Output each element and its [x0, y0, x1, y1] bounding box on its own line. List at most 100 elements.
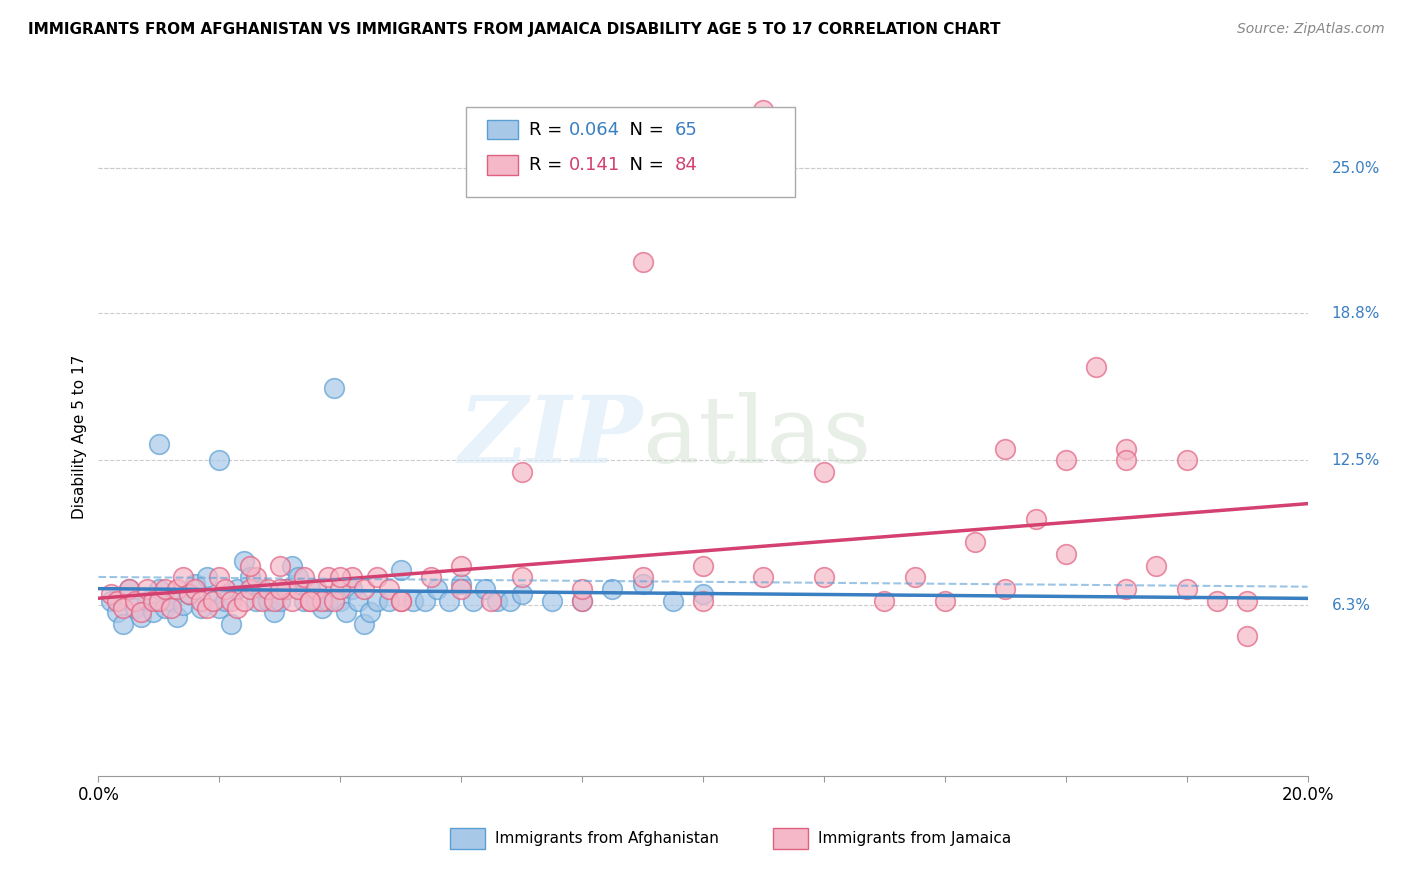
- Point: [172, 570, 194, 584]
- Text: 65: 65: [675, 120, 697, 138]
- Y-axis label: Disability Age 5 to 17: Disability Age 5 to 17: [72, 355, 87, 519]
- Point: [177, 587, 201, 601]
- Point: [202, 593, 225, 607]
- Point: [692, 558, 714, 573]
- Text: 0.141: 0.141: [569, 156, 620, 174]
- Point: [221, 617, 243, 632]
- Text: 84: 84: [675, 156, 697, 174]
- Point: [571, 582, 593, 596]
- Point: [245, 570, 267, 584]
- Point: [450, 582, 472, 596]
- Point: [419, 570, 441, 584]
- Point: [299, 582, 322, 596]
- Text: atlas: atlas: [643, 392, 872, 482]
- Point: [481, 593, 503, 607]
- Point: [389, 563, 412, 577]
- Point: [994, 582, 1017, 596]
- Point: [269, 582, 291, 596]
- Point: [153, 600, 176, 615]
- Point: [239, 582, 262, 596]
- Point: [111, 600, 134, 615]
- Point: [287, 582, 309, 596]
- Point: [124, 600, 146, 615]
- Point: [316, 570, 339, 584]
- Point: [752, 103, 775, 117]
- Text: 6.3%: 6.3%: [1331, 598, 1371, 613]
- Point: [994, 442, 1017, 456]
- Point: [221, 593, 243, 607]
- Point: [166, 582, 188, 596]
- Point: [463, 593, 485, 607]
- Point: [232, 554, 254, 568]
- Point: [631, 254, 654, 268]
- Point: [813, 570, 835, 584]
- Point: [184, 582, 207, 596]
- Point: [148, 582, 170, 596]
- Point: [377, 593, 399, 607]
- Point: [100, 587, 122, 601]
- Point: [160, 600, 183, 615]
- Point: [269, 558, 291, 573]
- Point: [195, 600, 218, 615]
- Point: [195, 570, 218, 584]
- Point: [184, 577, 207, 591]
- Point: [263, 593, 285, 607]
- Point: [256, 593, 278, 607]
- Point: [1175, 582, 1198, 596]
- Point: [813, 465, 835, 479]
- Point: [692, 593, 714, 607]
- Point: [1115, 582, 1137, 596]
- Text: Immigrants from Jamaica: Immigrants from Jamaica: [818, 831, 1011, 846]
- Point: [335, 606, 357, 620]
- Point: [752, 570, 775, 584]
- Point: [135, 582, 157, 596]
- Point: [377, 582, 399, 596]
- Text: 18.8%: 18.8%: [1331, 306, 1381, 321]
- Point: [510, 465, 533, 479]
- Point: [965, 535, 987, 549]
- Text: N =: N =: [619, 120, 669, 138]
- Point: [250, 582, 273, 596]
- Point: [360, 606, 382, 620]
- Point: [292, 593, 315, 607]
- Point: [299, 593, 322, 607]
- Point: [153, 582, 176, 596]
- Point: [263, 606, 285, 620]
- Text: 25.0%: 25.0%: [1331, 161, 1381, 176]
- Point: [142, 606, 165, 620]
- Point: [281, 593, 304, 607]
- Point: [1206, 593, 1229, 607]
- Text: R =: R =: [530, 120, 568, 138]
- Point: [124, 593, 146, 607]
- Point: [239, 570, 262, 584]
- Point: [269, 593, 291, 607]
- Point: [329, 570, 352, 584]
- Point: [571, 593, 593, 607]
- Point: [245, 593, 267, 607]
- Point: [323, 593, 346, 607]
- Point: [256, 582, 278, 596]
- Point: [366, 570, 388, 584]
- Text: ZIP: ZIP: [458, 392, 643, 482]
- Point: [118, 582, 141, 596]
- Point: [239, 558, 262, 573]
- Point: [148, 593, 170, 607]
- Point: [274, 582, 297, 596]
- Point: [1085, 359, 1108, 374]
- Point: [342, 582, 364, 596]
- Point: [347, 593, 370, 607]
- Point: [142, 593, 165, 607]
- Point: [214, 593, 236, 607]
- Point: [1024, 512, 1046, 526]
- Point: [342, 570, 364, 584]
- Point: [311, 600, 333, 615]
- Point: [208, 570, 231, 584]
- Point: [250, 593, 273, 607]
- Point: [111, 617, 134, 632]
- Point: [1175, 453, 1198, 467]
- Point: [353, 582, 375, 596]
- Point: [602, 582, 624, 596]
- Point: [160, 593, 183, 607]
- Point: [366, 593, 388, 607]
- Point: [329, 582, 352, 596]
